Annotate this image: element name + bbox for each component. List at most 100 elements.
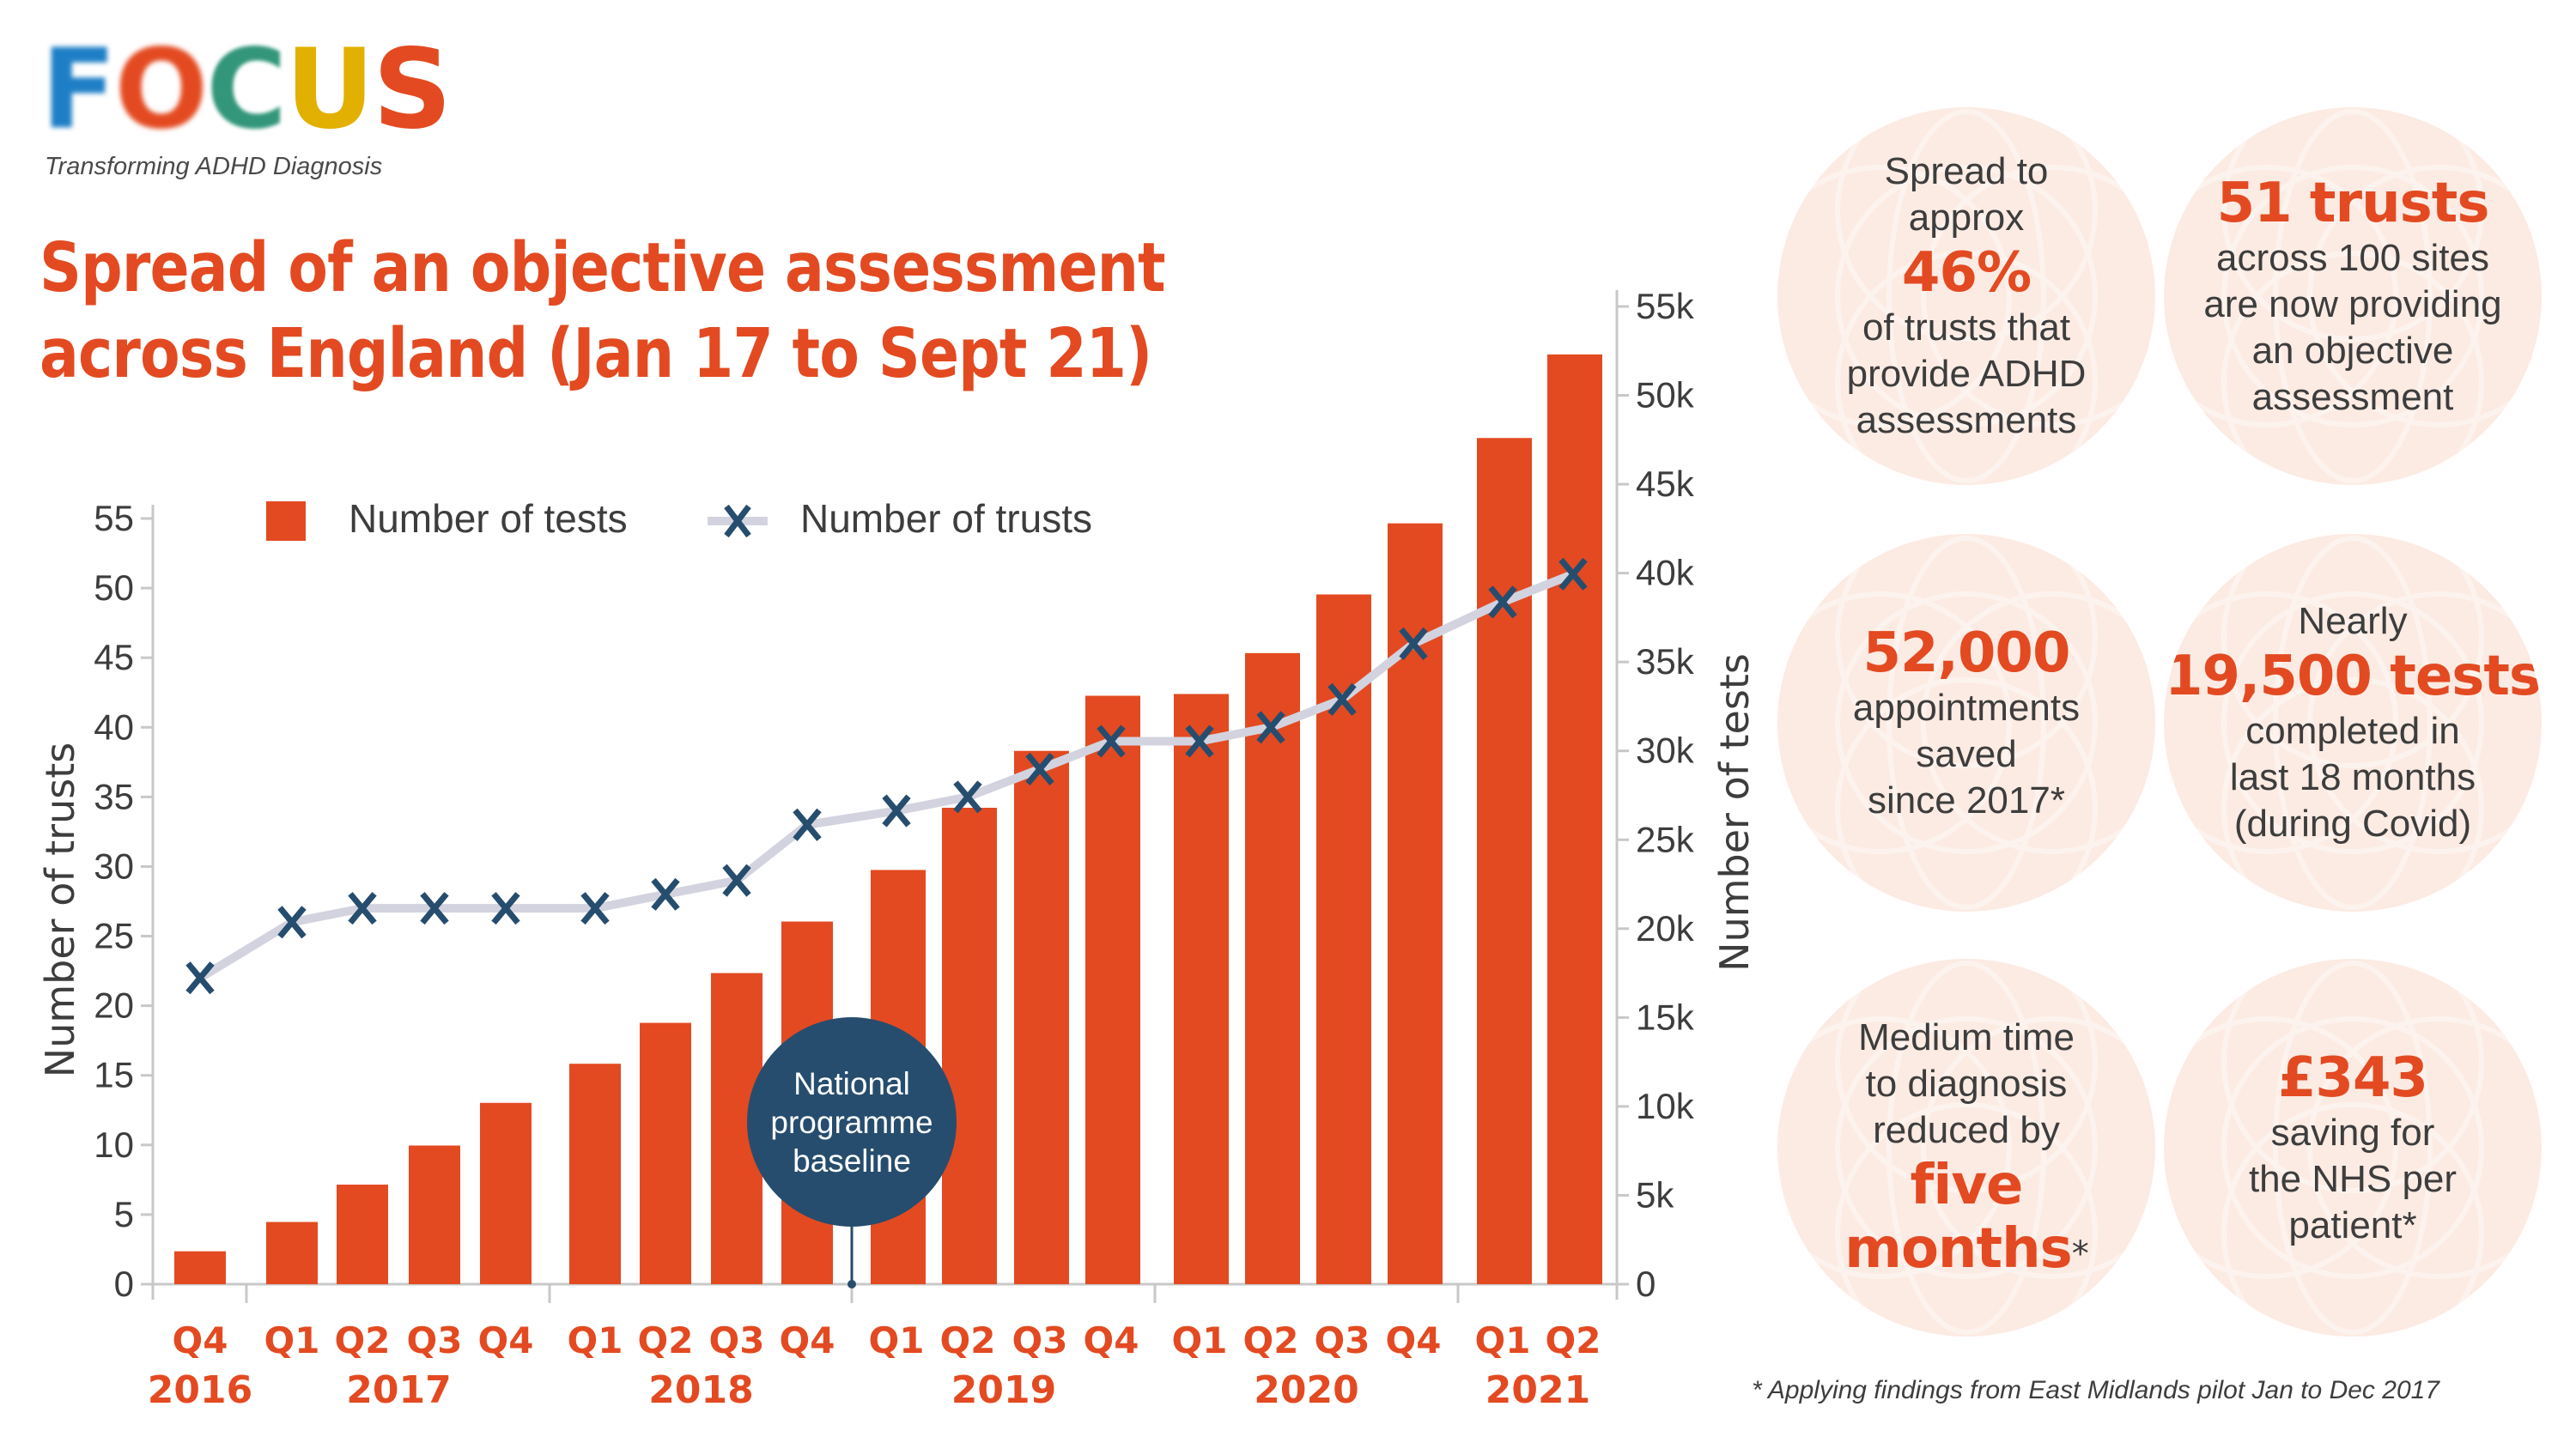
stat-circle: £343 saving for the NHS per patient*: [2164, 959, 2542, 1337]
bar-tests: [1014, 750, 1069, 1284]
stat-text: provide ADHD: [1846, 353, 2087, 395]
stat-circle: 52,000 appointments saved since 2017*: [1777, 534, 2155, 912]
x-quarter-label: Q4: [1084, 1319, 1139, 1361]
trusts-marker-x: [1097, 724, 1126, 758]
trusts-marker-x: [651, 877, 680, 911]
trusts-marker-x: [420, 892, 449, 925]
stat-circle: Spread to approx 46% of trusts that provide …: [1777, 107, 2155, 485]
x-year-label: 2016: [148, 1368, 252, 1412]
left-tick-label: 15: [94, 1055, 134, 1095]
stat-highlight: 46%: [1901, 241, 2032, 305]
trusts-marker-x: [793, 808, 822, 841]
stat-circle: 51 trusts across 100 sites are now providi…: [2164, 107, 2542, 485]
trusts-marker-x: [185, 961, 215, 995]
stat-text: Spread to: [1884, 150, 2049, 192]
logo-letter: C: [206, 26, 287, 154]
legend-label-tests: Number of tests: [349, 496, 628, 541]
x-quarter-label: Q2: [1243, 1319, 1299, 1361]
stat-text: assessments: [1856, 399, 2077, 441]
bar-tests: [409, 1145, 460, 1284]
stat-text: to diagnosis: [1865, 1063, 2068, 1105]
x-quarter-label: Q1: [1172, 1319, 1228, 1361]
stat-text: saved: [1916, 733, 2017, 775]
right-tick-label: 45k: [1636, 464, 1695, 504]
left-tick-label: 20: [94, 985, 134, 1026]
trusts-marker-x: [882, 794, 911, 828]
footnote: * Applying findings from East Midlands p…: [1752, 1376, 2439, 1404]
left-axis-title: Number of trusts: [37, 743, 83, 1077]
focus-logo: FOCUS: [41, 26, 452, 154]
right-tick-label: 15k: [1636, 997, 1695, 1037]
trusts-marker-x: [1185, 724, 1214, 758]
right-tick-label: 10k: [1636, 1086, 1695, 1126]
x-quarter-label: Q3: [709, 1319, 765, 1361]
x-quarter-label: Q3: [407, 1319, 463, 1361]
trusts-marker-x: [1488, 585, 1517, 619]
stat-text: Nearly: [2298, 600, 2408, 642]
title-line-1: Spread of an objective assessment: [39, 228, 1166, 307]
x-quarter-label: Q3: [1315, 1319, 1370, 1361]
left-tick-label: 45: [94, 637, 134, 677]
trusts-marker-x: [348, 892, 377, 925]
bar-tests: [1174, 694, 1229, 1284]
stat-text: of trusts that: [1862, 306, 2071, 349]
logo-letter: U: [285, 26, 374, 154]
trusts-marker-x: [277, 906, 307, 939]
left-tick-label: 5: [114, 1194, 134, 1234]
bar-tests: [266, 1222, 318, 1284]
bar-tests: [942, 807, 997, 1284]
x-quarter-label: Q4: [478, 1319, 534, 1361]
right-axis-title: Number of tests: [1711, 653, 1758, 972]
left-tick-label: 55: [94, 498, 134, 538]
x-quarter-label: Q4: [173, 1319, 228, 1361]
x-year-label: 2020: [1254, 1368, 1358, 1412]
stat-text: Medium time: [1858, 1016, 2075, 1058]
tagline: Transforming ADHD Diagnosis: [45, 153, 383, 180]
x-quarter-label: Q1: [1475, 1319, 1531, 1361]
legend-label-trusts: Number of trusts: [800, 496, 1092, 541]
stat-highlight: months*: [1844, 1217, 2089, 1281]
x-quarter-label: Q2: [940, 1319, 996, 1361]
x-quarter-label: Q4: [1386, 1319, 1442, 1361]
trusts-marker-x: [953, 780, 982, 814]
baseline-dot: [848, 1280, 856, 1288]
baseline-line: programme: [770, 1104, 933, 1140]
stat-text: assessment: [2251, 376, 2454, 418]
stat-highlight: 19,500 tests: [2164, 645, 2542, 708]
x-quarter-label: Q3: [1012, 1319, 1068, 1361]
right-tick-label: 20k: [1636, 908, 1695, 949]
x-quarter-label: Q1: [869, 1319, 925, 1361]
baseline-line: National: [793, 1065, 910, 1101]
stat-text: an objective: [2251, 330, 2454, 372]
stat-text: last 18 months: [2229, 756, 2476, 798]
trusts-marker-x: [1399, 627, 1428, 661]
x-quarter-label: Q2: [1546, 1319, 1601, 1361]
page-title: Spread of an objective assessment across…: [39, 225, 1383, 397]
baseline-annotation: National programme baseline: [747, 1017, 957, 1227]
left-tick-label: 10: [94, 1125, 134, 1165]
stat-highlight: five: [1910, 1154, 2024, 1217]
left-tick-label: 50: [94, 567, 134, 608]
trusts-marker-x: [722, 864, 751, 897]
footnote-marker: *: [2071, 1234, 2089, 1274]
stat-text: approx: [1908, 197, 2025, 239]
trusts-marker-x: [1256, 711, 1285, 744]
bar-tests: [1245, 652, 1300, 1284]
x-year-label: 2019: [951, 1368, 1056, 1412]
right-tick-label: 40k: [1636, 553, 1695, 593]
right-tick-label: 30k: [1636, 731, 1695, 771]
stat-text: across 100 sites: [2216, 237, 2489, 279]
stat-text: (during Covid): [2233, 803, 2472, 845]
stat-circle: Medium time to diagnosis reduced by five mon…: [1777, 959, 2155, 1337]
trusts-marker-x: [491, 892, 520, 925]
right-tick-label: 5k: [1636, 1174, 1674, 1215]
trusts-marker-x: [1558, 557, 1588, 591]
stat-text: the NHS per: [2248, 1158, 2458, 1200]
left-tick-label: 35: [94, 776, 134, 816]
left-tick-label: 0: [114, 1264, 134, 1304]
bar-tests: [174, 1251, 226, 1284]
left-tick-label: 25: [94, 916, 134, 956]
bar-tests: [480, 1102, 532, 1284]
x-year-label: 2018: [648, 1368, 753, 1412]
x-quarter-label: Q1: [264, 1319, 320, 1361]
